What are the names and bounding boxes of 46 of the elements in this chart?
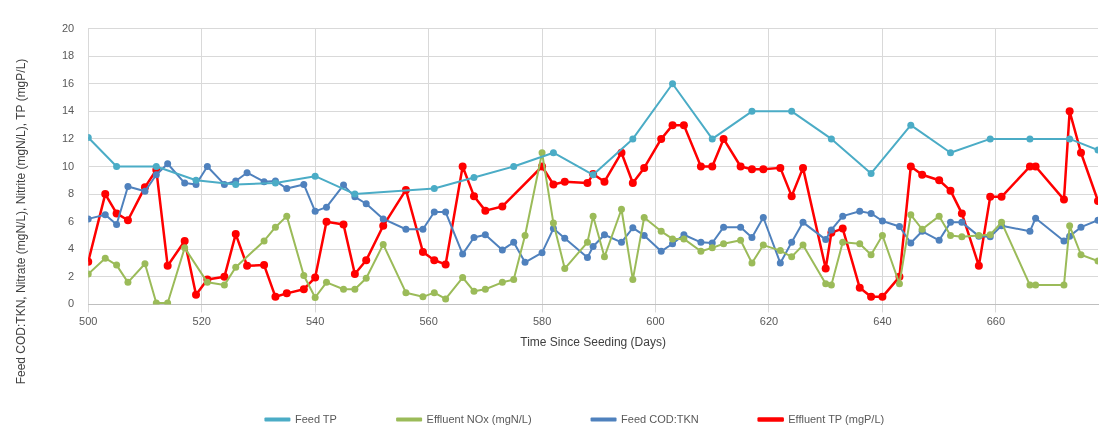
y-tick-label: 16 [61,76,75,89]
point [788,107,796,115]
point [152,163,160,170]
legend-label: Effluent NOx (mgN/L) [426,412,532,425]
point [470,174,478,182]
legend-label: Feed COD:TKN [621,412,699,425]
x-tick-label: 540 [305,315,325,328]
x-tick-label: 620 [759,315,779,328]
point [1026,135,1034,143]
y-tick-label: 20 [61,21,75,34]
y-tick-label: 8 [68,187,75,200]
y-tick-label: 12 [61,131,75,144]
point [669,80,677,88]
y-axis-title: Feed COD:TKN, Nitrate (mgN/L), Nitrite (mgN/L), TP (mgP/L) [14,58,29,385]
point [430,185,438,193]
legend-label: Feed TP [294,412,337,425]
point [986,135,994,143]
point [947,149,955,157]
point [827,135,835,143]
x-tick-label: 500 [79,315,98,328]
y-tick-label: 6 [68,214,75,227]
y-tick-label: 0 [68,297,75,310]
point [867,169,875,177]
x-tick-label: 660 [986,315,1006,328]
x-tick-label: 560 [419,315,438,328]
point [549,149,557,157]
point [708,135,716,143]
point [311,172,319,180]
point [510,163,518,170]
point [192,176,200,184]
x-tick-label: 600 [646,315,665,328]
legend-label: Effluent TP (mgP/L) [788,412,885,425]
x-tick-label: 640 [873,315,892,328]
y-tick-label: 4 [68,242,75,255]
point [748,107,756,115]
y-tick-label: 14 [61,104,75,117]
y-tick-label: 2 [68,269,75,282]
x-tick-label: 580 [532,315,552,328]
y-tick-label: 10 [61,159,75,172]
point [907,121,915,129]
point [1066,135,1074,143]
y-tick-label: 18 [61,49,75,62]
x-tick-label: 520 [192,315,211,328]
x-axis-title: Time Since Seeding (Days) [520,335,666,350]
point [113,163,121,170]
point [629,135,637,143]
